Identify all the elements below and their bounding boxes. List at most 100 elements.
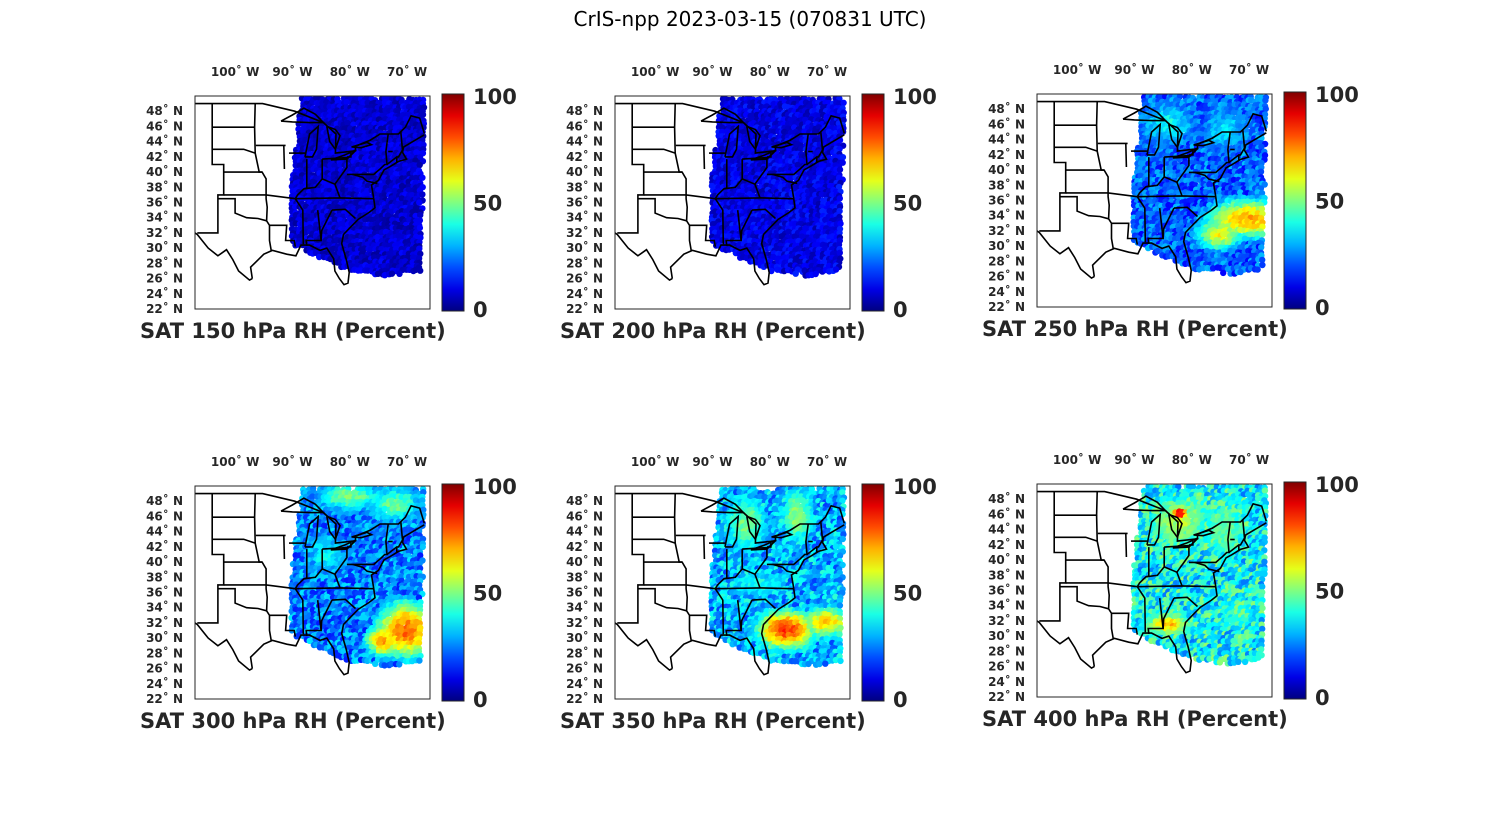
lon-tick-label: 70˚ W — [387, 64, 427, 79]
lon-tick-label: 70˚ W — [1229, 452, 1269, 467]
lat-tick-label: 36˚ N — [146, 195, 183, 210]
coastline — [1091, 132, 1267, 284]
colorbar — [441, 93, 465, 312]
lon-tick-label: 80˚ W — [330, 64, 370, 79]
map-frame — [614, 485, 851, 700]
lat-tick-label: 24˚ N — [566, 286, 603, 301]
lat-tick-label: 42˚ N — [988, 537, 1025, 552]
panel-caption: SAT 350 hPa RH (Percent) — [560, 709, 866, 733]
colorbar-tick-label: 0 — [473, 298, 488, 322]
lat-tick-label: 34˚ N — [146, 210, 183, 225]
colorbar-tick-label: 0 — [1315, 686, 1330, 710]
great-lake — [304, 514, 320, 548]
lat-tick-label: 44˚ N — [988, 522, 1025, 537]
lat-tick-label: 22˚ N — [146, 301, 183, 316]
lon-tick-label: 100˚ W — [631, 454, 679, 469]
lat-tick-label: 30˚ N — [566, 240, 603, 255]
great-lake — [1122, 495, 1168, 512]
mexico-border — [615, 232, 673, 282]
state-border — [689, 224, 717, 247]
panel-caption: SAT 150 hPa RH (Percent) — [140, 319, 446, 343]
lat-tick-label: 40˚ N — [988, 552, 1025, 567]
colorbar — [1283, 91, 1307, 310]
lon-tick-label: 90˚ W — [1114, 452, 1154, 467]
colorbar-tick-label: 0 — [1315, 296, 1330, 320]
lat-tick-label: 28˚ N — [988, 643, 1025, 658]
colorbar-tick-label: 50 — [893, 192, 922, 216]
state-border — [766, 523, 809, 566]
great-lake — [1122, 105, 1168, 122]
state-border — [673, 493, 692, 641]
great-lake — [746, 125, 761, 152]
lat-tick-label: 24˚ N — [146, 286, 183, 301]
state-border — [1125, 143, 1128, 168]
state-border — [1095, 101, 1114, 249]
state-border — [320, 599, 333, 631]
lat-tick-label: 42˚ N — [566, 539, 603, 554]
panel-caption: SAT 250 hPa RH (Percent) — [982, 317, 1288, 341]
mexico-border — [1037, 620, 1095, 670]
state-border — [1188, 131, 1231, 174]
colorbar-tick-label: 100 — [473, 85, 517, 109]
state-border — [741, 546, 768, 576]
lat-tick-label: 22˚ N — [566, 691, 603, 706]
map-panel-300: 100˚ W 90˚ W 80˚ W 70˚ W 48˚ N 46˚ N 44˚ N 42˚ … — [140, 450, 560, 740]
state-border — [253, 493, 272, 641]
lat-tick-label: 38˚ N — [988, 567, 1025, 582]
lat-tick-label: 40˚ N — [988, 162, 1025, 177]
map-frame — [1036, 483, 1273, 698]
swath-points — [1130, 484, 1269, 667]
lat-tick-label: 24˚ N — [566, 676, 603, 691]
lat-tick-label: 36˚ N — [988, 193, 1025, 208]
lat-tick-label: 22˚ N — [146, 691, 183, 706]
state-border — [754, 573, 761, 589]
lat-tick-label: 32˚ N — [566, 615, 603, 630]
lon-tick-label: 100˚ W — [1053, 452, 1101, 467]
state-border — [1059, 585, 1109, 610]
lat-tick-label: 40˚ N — [566, 164, 603, 179]
great-lake — [724, 514, 740, 548]
great-lake — [1146, 122, 1162, 156]
map-frame — [614, 95, 851, 310]
lon-tick-label: 70˚ W — [807, 64, 847, 79]
state-border — [1059, 195, 1109, 220]
state-border — [1173, 596, 1199, 608]
lat-tick-label: 46˚ N — [146, 508, 183, 523]
lat-tick-label: 34˚ N — [146, 600, 183, 615]
lat-tick-label: 28˚ N — [988, 253, 1025, 268]
state-border — [1054, 536, 1098, 542]
lat-tick-label: 42˚ N — [988, 147, 1025, 162]
lon-tick-label: 100˚ W — [211, 64, 259, 79]
state-border — [1163, 154, 1190, 184]
lon-tick-label: 90˚ W — [272, 454, 312, 469]
lat-tick-label: 40˚ N — [146, 164, 183, 179]
state-border — [1228, 129, 1246, 164]
state-border — [1145, 157, 1165, 188]
mexico-border — [195, 622, 253, 672]
lat-tick-label: 26˚ N — [988, 269, 1025, 284]
state-border — [741, 156, 768, 186]
lon-tick-label: 70˚ W — [807, 454, 847, 469]
state-border — [305, 600, 322, 636]
state-border — [1125, 533, 1128, 558]
state-border — [703, 145, 706, 170]
lon-tick-label: 90˚ W — [692, 454, 732, 469]
lat-tick-label: 38˚ N — [146, 179, 183, 194]
state-border — [346, 543, 352, 548]
lon-tick-label: 90˚ W — [1114, 62, 1154, 77]
state-border — [331, 598, 357, 610]
state-border — [1147, 208, 1164, 244]
rh-map-350: 100˚ W 90˚ W 80˚ W 70˚ W 48˚ N46˚ N44˚ N42˚ … — [566, 454, 937, 712]
lon-tick-label: 90˚ W — [692, 64, 732, 79]
lat-tick-label: 26˚ N — [566, 271, 603, 286]
state-border — [1176, 571, 1183, 587]
colorbar-tick-label: 100 — [473, 475, 517, 499]
state-border — [725, 600, 742, 636]
colorbar — [1283, 481, 1307, 700]
state-border — [615, 102, 846, 155]
state-border — [212, 538, 256, 544]
state-border — [1188, 151, 1194, 156]
great-lake — [700, 107, 746, 124]
lat-tick-label: 38˚ N — [566, 569, 603, 584]
lon-tick-label: 100˚ W — [1053, 62, 1101, 77]
